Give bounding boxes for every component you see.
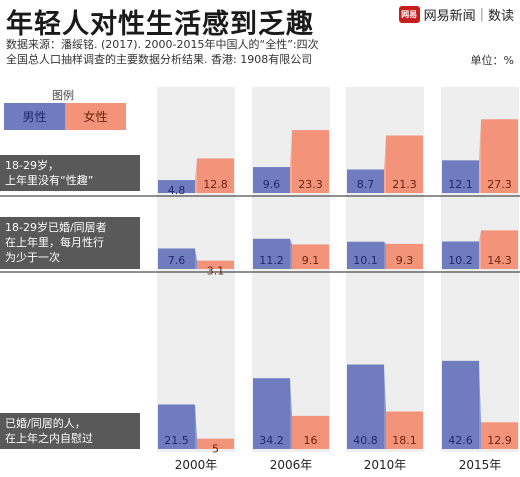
bar-connector [195,158,197,193]
data-label-male: 34.2 [259,434,284,447]
bar-connector [384,241,386,269]
row-label-line: 已婚/同居的人， [5,417,86,430]
bar-female [292,130,329,193]
source-line-2: 全国总人口抽样调查的主要数据分析结果. 香港: 1908有限公司 [6,53,313,66]
data-label-female: 27.3 [487,178,512,191]
legend-female: 女性 [65,103,126,130]
data-label-female: 14.3 [487,254,512,267]
row-label-line: 在上年里，每月性行 [5,236,104,249]
data-label-female: 16 [304,434,318,447]
data-label-female: 9.1 [302,254,320,267]
bar-connector [290,130,292,193]
source-line-1: 数据来源：潘绥铭. (2017). 2000-2015年中国人的“全性”:四次 [6,38,319,51]
data-label-male: 11.2 [259,254,284,267]
bar-connector [290,378,292,449]
bar-male [158,180,195,193]
data-label-male: 10.1 [353,254,378,267]
data-label-female: 5 [212,443,219,456]
data-label-male: 12.1 [448,178,473,191]
row-label-line: 为少于一次 [5,251,60,264]
data-label-male: 21.5 [164,434,189,447]
bar-connector [479,360,481,449]
legend-title: 图例 [52,89,74,102]
row-label: 18-29岁， 上年里没有“性趣” [0,155,140,191]
bar-male [347,169,384,193]
x-tick-label: 2015年 [459,458,502,472]
row-label-line: 上年里没有“性趣” [5,174,94,187]
netease-logo-icon: 网易 [398,5,420,23]
bar-male [442,241,479,269]
bar-female [386,411,423,449]
bar-connector [195,404,197,449]
bar-male [347,364,384,449]
data-label-female: 18.1 [392,434,417,447]
data-label-female: 21.3 [392,178,417,191]
bar-female [386,243,423,269]
brand-section: 数读 [487,8,514,24]
bar-female [197,158,234,193]
data-label-female: 23.3 [298,178,323,191]
bar-connector [290,238,292,269]
brand-divider: | [479,6,484,22]
bar-male [253,167,290,193]
row-label: 已婚/同居的人， 在上年之内自慰过 [0,413,140,449]
row-label: 18-29岁已婚/同居者 在上年里，每月性行 为少于一次 [0,217,140,269]
data-label-female: 12.8 [203,178,228,191]
data-label-female: 12.9 [487,434,512,447]
bar-female [481,230,518,269]
legend-male: 男性 [4,103,65,130]
data-label-male: 9.6 [263,178,281,191]
brand[interactable]: 网易 网易新闻 | 数读 [398,4,514,24]
brand-name: 网易新闻 [423,8,476,24]
bar-connector [479,230,481,269]
bar-female [292,244,329,269]
data-label-male: 10.2 [448,254,473,267]
bar-connector [384,135,386,193]
bar-female [292,415,329,449]
year-column-bg [157,87,235,452]
data-label-male: 8.7 [357,178,375,191]
row-label-line: 在上年之内自慰过 [5,432,93,445]
row-label-line: 18-29岁， [5,159,59,172]
bar-male [158,248,195,269]
bar-female [197,260,234,269]
bar-female [481,119,518,193]
data-label-male: 4.8 [168,184,186,197]
data-label-male: 40.8 [353,434,378,447]
bar-connector [479,119,481,193]
bar-female [386,135,423,193]
x-tick-label: 2000年 [175,458,218,472]
x-tick-label: 2010年 [364,458,407,472]
data-label-male: 42.6 [448,434,473,447]
bar-male [442,360,479,449]
bar-connector [195,248,197,269]
bar-male [347,241,384,269]
x-tick-label: 2006年 [270,458,313,472]
bar-male [253,378,290,449]
row-label-line: 18-29岁已婚/同居者 [5,221,107,234]
bar-male [253,238,290,269]
data-label-female: 3.1 [207,265,225,278]
bar-connector [384,364,386,449]
bar-female [481,422,518,449]
unit-label: 单位：% [470,54,514,67]
bar-male [158,404,195,449]
page-title: 年轻人对性生活感到乏趣 [6,9,314,40]
data-label-male: 7.6 [168,254,186,267]
bar-female [197,438,234,449]
data-label-female: 9.3 [396,254,414,267]
bar-male [442,160,479,193]
data-source: 数据来源：潘绥铭. (2017). 2000-2015年中国人的“全性”:四次 … [6,37,319,67]
